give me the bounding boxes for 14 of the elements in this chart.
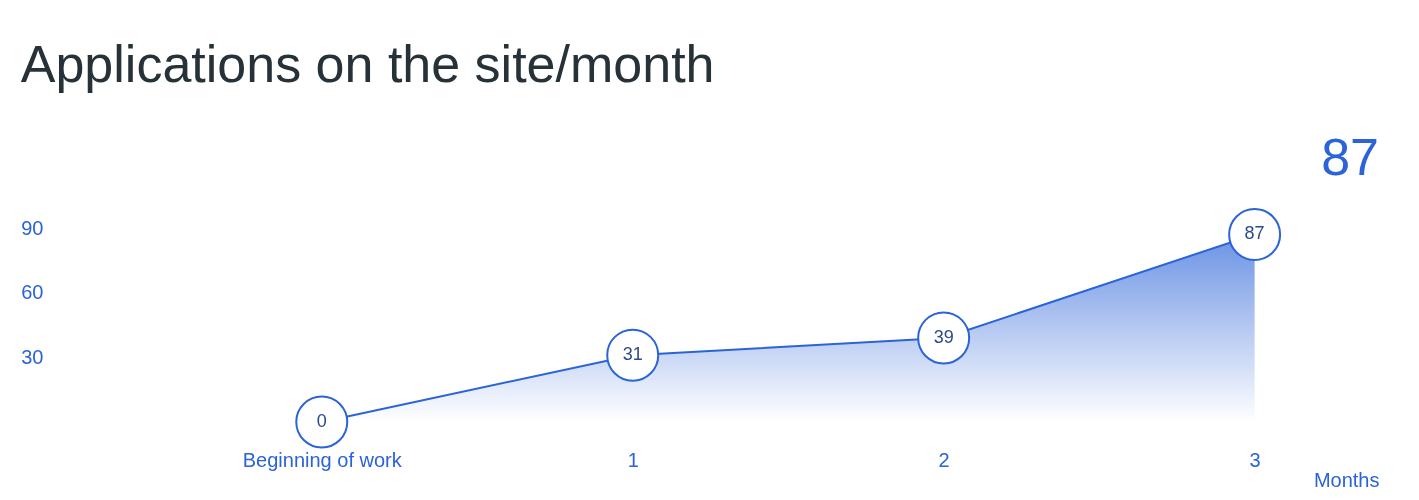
x-tick-label: 2: [938, 448, 950, 471]
y-tick-label: 90: [21, 216, 44, 239]
data-label: 87: [1244, 223, 1265, 244]
x-axis-title: Months: [1313, 468, 1380, 491]
data-label: 0: [316, 411, 327, 431]
x-tick-label: 3: [1249, 448, 1261, 471]
x-tick-label: Beginning of work: [242, 448, 403, 471]
y-tick-label: 30: [21, 345, 44, 368]
data-label: 31: [622, 344, 643, 365]
chart-title: Applications on the site/month: [20, 35, 715, 93]
x-tick-label: 1: [627, 448, 639, 471]
y-tick-label: 60: [21, 281, 44, 304]
text: 87: [1321, 128, 1379, 186]
data-label: 39: [933, 326, 954, 347]
